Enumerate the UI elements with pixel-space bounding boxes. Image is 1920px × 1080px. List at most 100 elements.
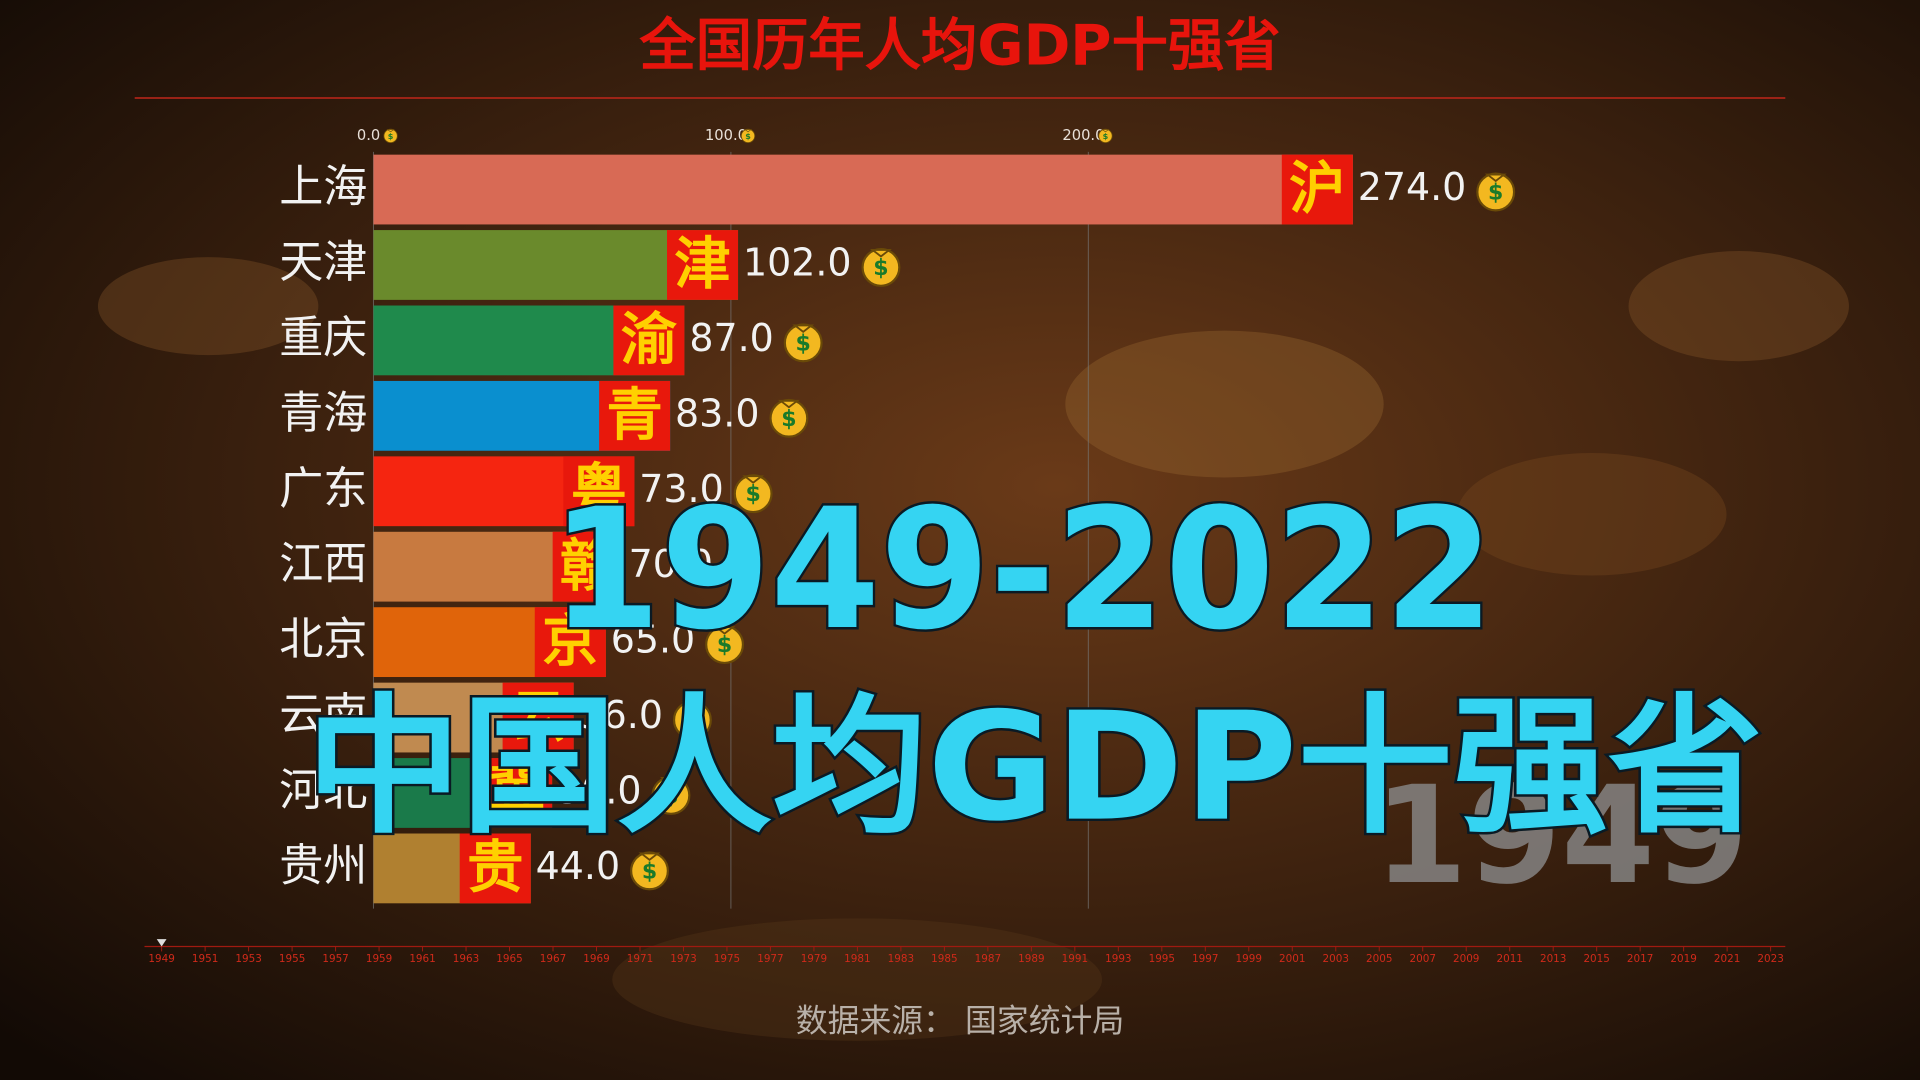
timeline-label: 1953 [235, 953, 261, 965]
timeline-label: 1949 [148, 953, 174, 965]
coin-decoration [97, 251, 1849, 1041]
timeline-label: 2015 [1583, 953, 1609, 965]
money-bag-symbol: $ [873, 256, 888, 281]
bar-badge: 贵 [467, 835, 523, 900]
money-bag-symbol: $ [1103, 131, 1109, 141]
timeline-label: 1989 [1018, 953, 1044, 965]
bar-badge-box [667, 230, 739, 300]
money-bag-symbol: $ [663, 784, 678, 809]
timeline-label: 2001 [1279, 953, 1305, 965]
value-label: 50.0 [557, 768, 641, 812]
timeline-label: 2013 [1540, 953, 1566, 965]
money-bag-icon-top [742, 475, 765, 484]
value-label: 102.0 [743, 240, 852, 284]
bar-badge-box [459, 833, 531, 904]
timeline-label: 2021 [1714, 953, 1740, 965]
bar-badge: 渝 [621, 307, 678, 372]
bar-badge-box [613, 305, 685, 376]
timeline-label: 1985 [931, 953, 957, 965]
current-year: 1949 [1374, 757, 1749, 914]
value-label: 65.0 [611, 618, 695, 662]
timeline-label: 1981 [844, 953, 870, 965]
category-label: 江西 [279, 539, 367, 590]
bar-badge: 赣 [560, 534, 617, 599]
timeline-label: 1951 [192, 953, 218, 965]
money-bag-icon-top [1101, 129, 1110, 133]
value-label: 274.0 [1358, 165, 1467, 209]
bar-badge: 青 [606, 383, 662, 448]
money-bag-icon-top [386, 129, 395, 133]
category-label: 天津 [279, 237, 367, 288]
timeline-label: 1965 [496, 953, 522, 965]
timeline-label: 1993 [1105, 953, 1131, 965]
bar-badge-box [502, 682, 574, 753]
timeline-label: 1977 [757, 953, 783, 965]
source-note: 数据来源： 国家统计局 [796, 1001, 1124, 1039]
overlay-subtitle: 中国人均GDP十强省 [306, 681, 1763, 855]
timeline-label: 1957 [322, 953, 348, 965]
money-bag-symbol: $ [781, 407, 796, 432]
money-bag-icon-top [792, 324, 815, 334]
timeline-label: 1971 [627, 953, 653, 965]
money-bag-symbol: $ [745, 482, 760, 507]
money-bag-icon-top [660, 777, 682, 786]
category-label: 重庆 [279, 312, 367, 363]
money-bag-icon-top [1484, 173, 1507, 183]
bar-badge-box [534, 607, 606, 678]
timeline-label: 1961 [409, 953, 435, 965]
money-bag-symbol: $ [796, 331, 811, 356]
category-label: 广东 [279, 463, 367, 514]
money-bag-symbol: $ [388, 131, 394, 141]
bar-badge: 京 [542, 609, 598, 674]
timeline-label: 2007 [1409, 953, 1435, 965]
timeline-label: 2011 [1496, 953, 1522, 965]
overlay-title: 1949-2022 [551, 473, 1494, 667]
money-bag-symbol: $ [642, 859, 657, 884]
timeline-label: 1969 [583, 953, 609, 965]
timeline-label: 2019 [1670, 953, 1696, 965]
x-tick-label: 0.0 [357, 127, 380, 144]
category-label: 北京 [279, 614, 367, 665]
x-tick-label: 100.0 [705, 127, 747, 144]
timeline-label: 1995 [1149, 953, 1175, 965]
money-bag-icon-top [744, 129, 753, 133]
money-bag-icon-top [638, 852, 661, 862]
bar-badge-box [599, 380, 671, 451]
money-bag-icon-top [777, 399, 800, 409]
money-bag-icon-top [713, 626, 736, 635]
money-bag-icon-top [869, 249, 892, 258]
value-label: 73.0 [639, 467, 723, 511]
timeline-label: 1955 [279, 953, 305, 965]
timeline-label: 1963 [453, 953, 479, 965]
value-label: 83.0 [675, 391, 759, 435]
timeline-label: 1999 [1236, 953, 1262, 965]
category-label: 云南 [279, 690, 367, 741]
bar-badge-box [552, 531, 624, 602]
category-label: 贵州 [279, 840, 367, 891]
money-bag-icon-top [731, 550, 754, 560]
bar-badge: 云 [510, 685, 566, 750]
bar-badge-box [1281, 154, 1353, 225]
money-bag-symbol: $ [685, 708, 700, 733]
timeline-label: 1991 [1062, 953, 1088, 965]
money-bag-symbol: $ [717, 633, 732, 658]
value-label: 44.0 [536, 844, 620, 888]
timeline-label: 1997 [1192, 953, 1218, 965]
bar-badge: 沪 [1289, 157, 1345, 222]
money-bag-symbol: $ [745, 131, 751, 141]
bar-badge-box [563, 456, 635, 527]
money-bag-icon-top [681, 701, 704, 711]
value-label: 70.0 [629, 542, 713, 586]
bar-badge: 粤 [571, 458, 627, 523]
timeline-marker [156, 939, 167, 947]
category-label: 青海 [279, 388, 367, 439]
money-bag-symbol: $ [1488, 180, 1503, 205]
timeline-label: 1983 [888, 953, 914, 965]
bar-badge: 冀 [489, 760, 545, 825]
x-tick-label: 200.0 [1062, 127, 1104, 144]
timeline-label: 1967 [540, 953, 566, 965]
value-label: 87.0 [689, 316, 773, 360]
money-bag-symbol: $ [735, 558, 750, 583]
